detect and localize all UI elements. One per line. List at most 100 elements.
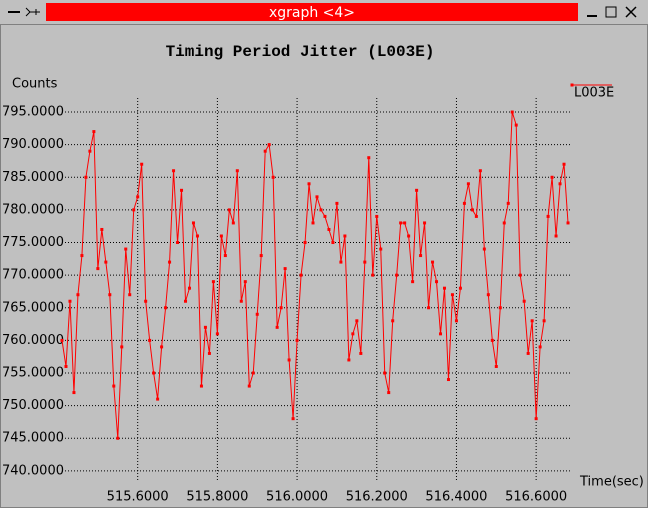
data-point — [80, 254, 84, 258]
data-point — [367, 156, 371, 160]
data-point — [267, 143, 271, 147]
data-point — [148, 338, 152, 342]
data-point — [176, 241, 180, 245]
data-point — [132, 208, 136, 212]
data-point — [116, 436, 120, 440]
data-point — [391, 319, 395, 323]
data-point — [259, 254, 263, 258]
data-point — [251, 371, 255, 375]
data-point — [403, 221, 407, 225]
data-point — [88, 149, 92, 153]
data-point — [435, 280, 439, 284]
data-point — [191, 221, 195, 225]
data-point — [339, 260, 343, 264]
data-point — [136, 195, 140, 199]
data-point — [522, 299, 526, 303]
data-point — [518, 273, 522, 277]
data-point — [439, 332, 443, 336]
data-point — [534, 417, 538, 421]
x-tick-label: 515.8000 — [186, 490, 248, 505]
data-point — [211, 280, 215, 284]
data-point — [450, 293, 454, 297]
data-point — [514, 123, 518, 127]
data-point — [295, 338, 299, 342]
x-tick-label: 516.4000 — [425, 490, 487, 505]
data-point — [287, 358, 291, 362]
data-point — [303, 241, 307, 245]
data-point — [502, 221, 506, 225]
data-point — [223, 254, 227, 258]
data-point — [331, 241, 335, 245]
legend-label: L003E — [574, 86, 614, 101]
data-point — [323, 214, 327, 218]
data-point — [168, 260, 172, 264]
y-tick-label: 755.0000 — [2, 366, 64, 381]
y-tick-label: 765.0000 — [2, 300, 64, 315]
data-point — [431, 260, 435, 264]
data-point — [279, 306, 283, 310]
y-tick-label: 780.0000 — [2, 202, 64, 217]
data-point — [235, 169, 239, 173]
window-title: xgraph <4> — [269, 5, 355, 21]
data-point — [263, 149, 267, 153]
data-point — [104, 260, 108, 264]
data-point — [454, 319, 458, 323]
data-point — [510, 110, 514, 114]
x-tick-label: 516.2000 — [346, 490, 408, 505]
pin-button[interactable] — [25, 7, 40, 17]
data-point — [108, 293, 112, 297]
data-point — [566, 221, 570, 225]
data-point — [172, 169, 176, 173]
data-point — [494, 364, 498, 368]
data-point — [96, 267, 100, 271]
data-point — [490, 338, 494, 342]
data-point — [128, 293, 132, 297]
data-point — [156, 397, 160, 401]
data-point — [542, 319, 546, 323]
data-point — [275, 325, 279, 329]
data-point — [371, 273, 375, 277]
data-point — [283, 267, 287, 271]
data-point — [355, 319, 359, 323]
data-point — [271, 175, 275, 179]
data-point — [219, 234, 223, 238]
y-axis-label: Counts — [12, 77, 58, 92]
data-point — [199, 384, 203, 388]
data-point — [72, 391, 76, 395]
data-point — [554, 234, 558, 238]
data-point — [375, 214, 379, 218]
data-point — [466, 182, 470, 186]
x-tick-label: 516.6000 — [505, 490, 567, 505]
data-point — [546, 214, 550, 218]
data-point — [383, 371, 387, 375]
data-point — [207, 351, 211, 355]
data-point — [411, 280, 415, 284]
data-point — [203, 325, 207, 329]
y-tick-label: 795.0000 — [2, 105, 64, 120]
data-point — [187, 286, 191, 290]
data-point — [442, 286, 446, 290]
data-point — [100, 227, 104, 231]
data-point — [299, 273, 303, 277]
x-axis-label: Time(sec) — [579, 475, 644, 490]
y-tick-label: 750.0000 — [2, 398, 64, 413]
data-point — [227, 208, 231, 212]
data-point — [415, 188, 419, 192]
data-point — [446, 378, 450, 382]
data-point — [160, 345, 164, 349]
close-button[interactable] — [625, 6, 637, 18]
maximize-button[interactable] — [605, 6, 617, 18]
data-point — [462, 201, 466, 205]
data-point — [164, 306, 168, 310]
data-point — [60, 338, 64, 342]
data-point — [526, 351, 530, 355]
y-tick-label: 760.0000 — [2, 333, 64, 348]
data-point — [315, 195, 319, 199]
data-point — [562, 162, 566, 166]
data-point — [387, 391, 391, 395]
y-tick-label: 770.0000 — [2, 268, 64, 283]
data-point — [231, 221, 235, 225]
data-point — [486, 293, 490, 297]
data-point — [327, 227, 331, 231]
